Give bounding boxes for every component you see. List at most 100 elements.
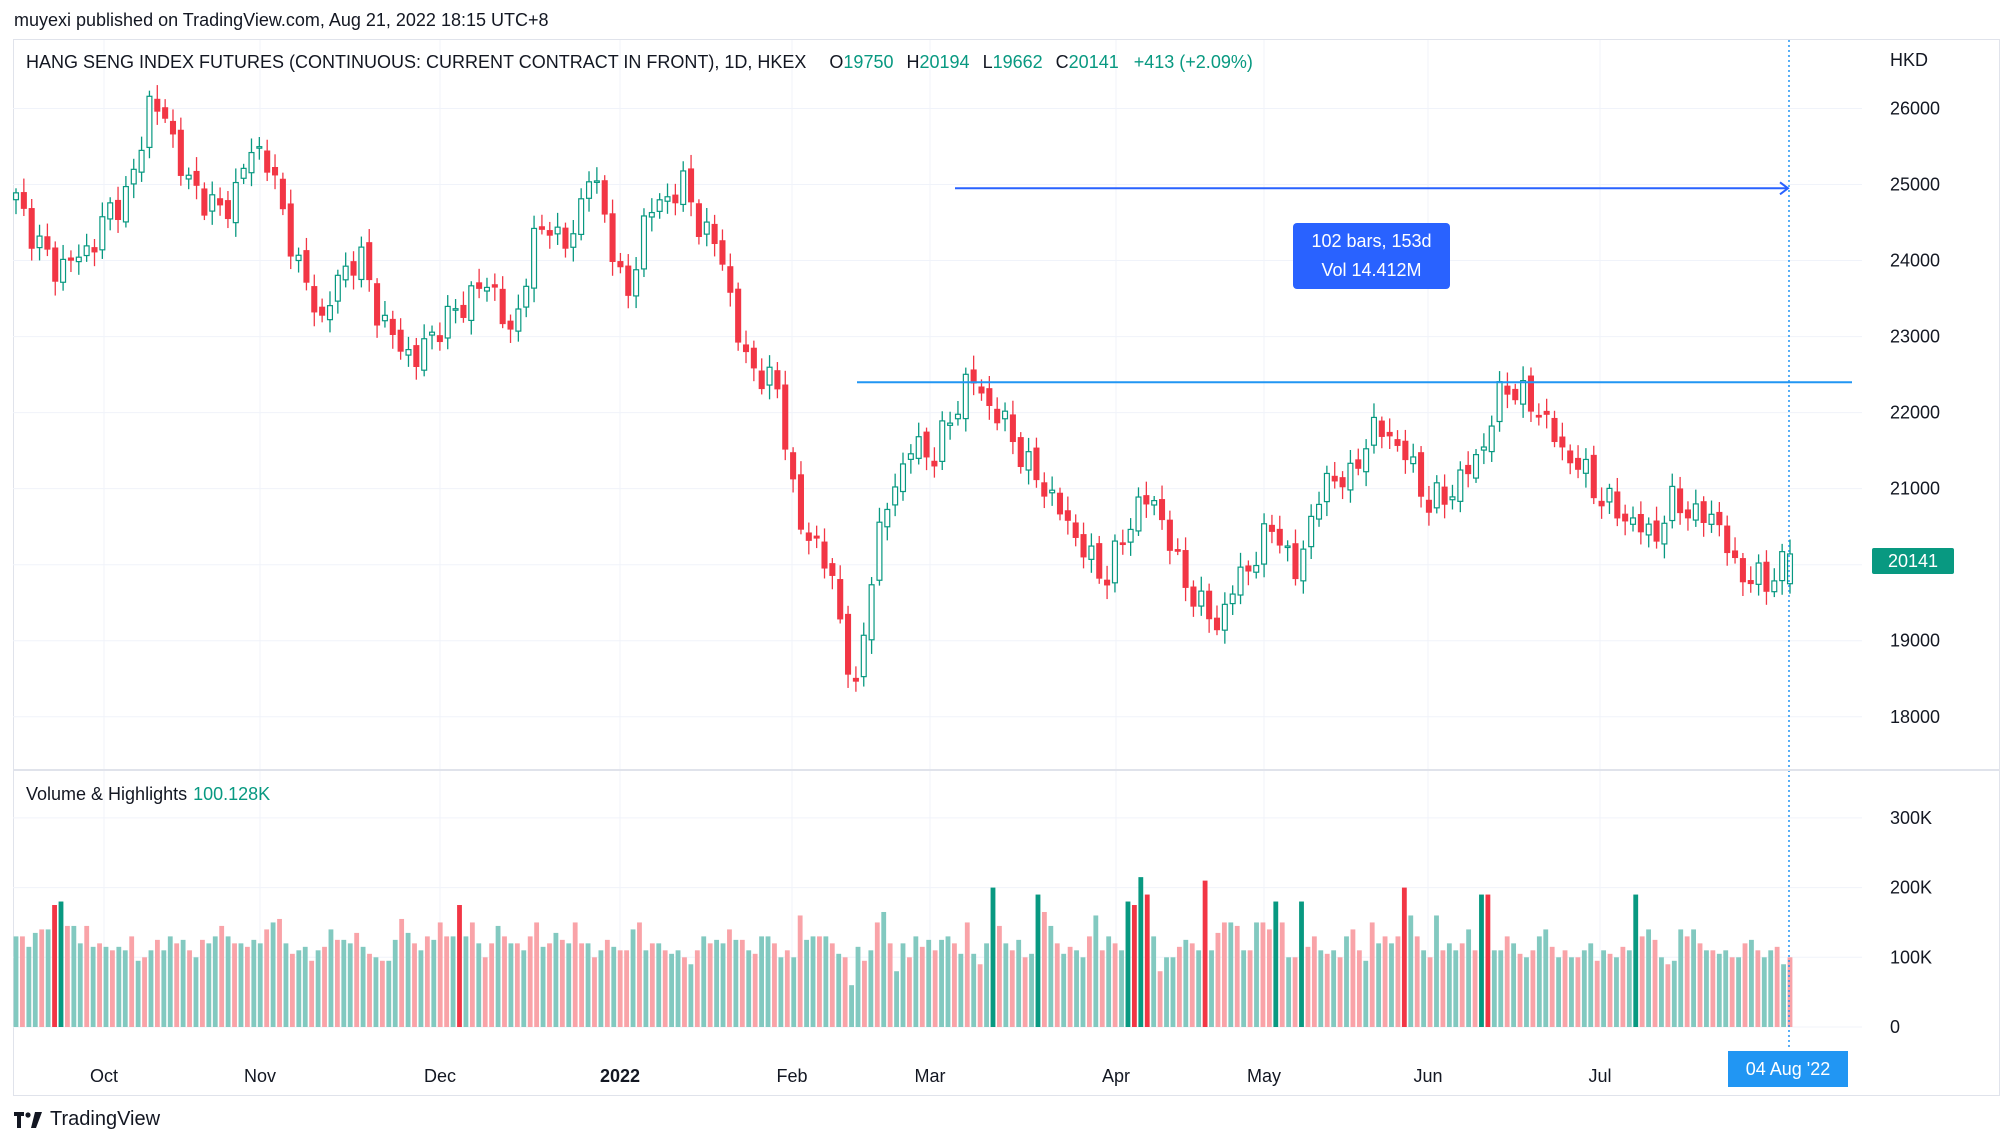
volume-bar <box>1440 950 1446 1027</box>
candle-body <box>1151 500 1158 506</box>
candle-body <box>672 194 679 204</box>
volume-bar <box>887 943 893 1027</box>
volume-bar <box>572 922 578 1027</box>
volume-bar <box>1401 887 1407 1027</box>
candle-body <box>1143 495 1150 505</box>
candle-body <box>1308 515 1315 548</box>
candle-body <box>138 149 145 173</box>
volume-bar <box>1318 950 1324 1027</box>
candle-body <box>1590 454 1597 499</box>
volume-bar <box>559 939 565 1027</box>
volume-bar <box>110 950 115 1027</box>
publisher-line: muyexi published on TradingView.com, Aug… <box>14 10 549 30</box>
volume-bar <box>1254 922 1259 1027</box>
volume-bar <box>707 943 713 1027</box>
candle-body <box>1221 603 1228 631</box>
volume-bar <box>1112 943 1118 1027</box>
volume-bar <box>1119 950 1124 1027</box>
candle-body <box>680 170 687 206</box>
volume-bar <box>977 964 983 1027</box>
volume-bar <box>65 925 70 1027</box>
volume-bar <box>116 946 122 1027</box>
volume-legend-label: Volume & Highlights <box>26 784 188 804</box>
candle-body <box>837 579 844 620</box>
volume-bar <box>1755 950 1761 1027</box>
candle-body <box>758 370 765 390</box>
candle-body <box>326 305 334 321</box>
volume-bar <box>1344 936 1349 1027</box>
volume-bar <box>759 936 765 1027</box>
candle-body <box>1009 414 1016 443</box>
price-tick-label: 19000 <box>1890 631 1940 651</box>
volume-bar <box>1639 936 1645 1027</box>
volume-bar <box>1543 929 1549 1027</box>
volume-bar <box>341 939 347 1027</box>
volume-bar <box>964 922 970 1027</box>
volume-tick-label: 100K <box>1890 947 1932 967</box>
volume-bar <box>547 943 552 1027</box>
candle-body <box>797 474 804 530</box>
candle-body <box>83 245 90 257</box>
volume-bar <box>1575 957 1581 1027</box>
volume-bar <box>1273 901 1279 1027</box>
volume-bar <box>1183 939 1189 1027</box>
volume-bar <box>521 950 527 1027</box>
volume-bar <box>1511 943 1517 1027</box>
candle-body <box>1323 472 1330 503</box>
volume-bar <box>1434 915 1439 1027</box>
candle-body <box>742 344 750 353</box>
candle-body <box>1339 477 1346 488</box>
candle-body <box>279 178 286 210</box>
candle-body <box>319 306 326 316</box>
volume-bar <box>1459 943 1465 1027</box>
candle-body <box>99 216 106 251</box>
candle-body <box>892 486 899 506</box>
candle-body <box>1732 550 1739 559</box>
candle-body <box>790 452 797 480</box>
volume-bar <box>1395 936 1401 1027</box>
volume-bar <box>1498 950 1504 1027</box>
volume-bar <box>469 922 475 1027</box>
volume-bar <box>71 925 77 1027</box>
measure-tooltip[interactable]: 102 bars, 153d Vol 14.412M <box>1293 223 1450 289</box>
candle-body <box>1088 545 1095 560</box>
candle-body <box>91 247 98 253</box>
candle-body <box>476 282 483 289</box>
volume-bar <box>1588 943 1594 1027</box>
volume-bar <box>405 932 411 1027</box>
candle-body <box>884 508 891 528</box>
candle-body <box>1276 528 1283 546</box>
candle-body <box>1629 517 1637 525</box>
volume-bar <box>1691 929 1696 1027</box>
volume-legend: Volume & Highlights 100.128K <box>26 784 270 805</box>
candle-body <box>1425 499 1432 513</box>
volume-bar <box>1067 946 1073 1027</box>
candle-body <box>177 129 184 176</box>
candle-body <box>20 192 27 209</box>
volume-bar <box>1279 922 1285 1027</box>
volume-bar <box>1633 894 1639 1027</box>
volume-bar <box>1781 964 1786 1027</box>
candle-body <box>1567 450 1574 464</box>
volume-bar <box>958 953 964 1027</box>
volume-bar <box>103 946 109 1027</box>
measure-bars-text: 102 bars, 153d <box>1311 231 1432 251</box>
volume-bar <box>514 943 520 1027</box>
candle-body <box>162 107 169 119</box>
candle-body <box>1645 523 1652 536</box>
volume-bar <box>1710 950 1716 1027</box>
candle-body <box>115 199 122 221</box>
candle-body <box>648 211 655 218</box>
candle-body <box>452 308 459 311</box>
candle-body <box>1661 522 1668 545</box>
time-tick-label: Dec <box>424 1066 456 1086</box>
volume-bar <box>1626 950 1632 1027</box>
volume-bar <box>379 960 385 1027</box>
volume-bar <box>232 943 237 1027</box>
volume-bar <box>1787 957 1793 1027</box>
tradingview-logo[interactable]: TradingView <box>14 1108 160 1131</box>
volume-bar <box>193 957 199 1027</box>
close-label: C <box>1055 52 1069 72</box>
candle-body <box>954 413 961 420</box>
